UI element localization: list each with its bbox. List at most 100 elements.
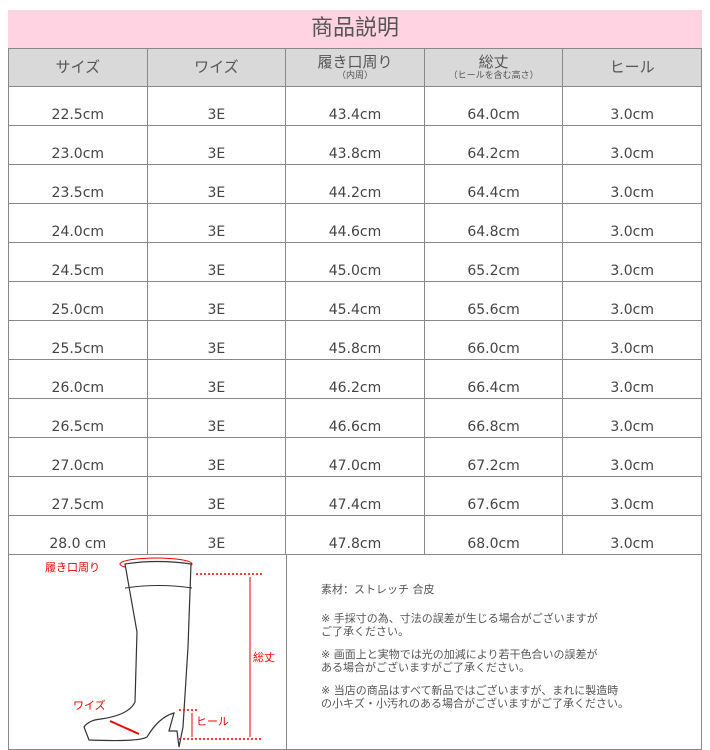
table-cell: 3.0cm bbox=[562, 359, 702, 399]
label-width: ワイズ bbox=[73, 699, 106, 712]
table-cell: 3E bbox=[146, 242, 287, 282]
table-row: 24.0cm 3E 44.6cm 64.8cm 3.0cm bbox=[8, 203, 702, 243]
section-title: 商品説明 bbox=[8, 10, 702, 48]
table-cell: 27.5cm bbox=[8, 476, 148, 516]
table-cell: 3E bbox=[146, 281, 287, 321]
table-cell: 3E bbox=[146, 359, 287, 399]
table-row: 26.0cm 3E 46.2cm 66.4cm 3.0cm bbox=[8, 359, 702, 399]
table-header-row: サイズ ワイズ 履き口周り （内周） 総丈 （ヒールを含む高さ） ヒール bbox=[8, 48, 702, 87]
table-cell: 3E bbox=[146, 203, 287, 243]
table-cell: 28.0 cm bbox=[8, 515, 148, 555]
table-cell: 3E bbox=[146, 515, 287, 555]
table-cell: 67.6cm bbox=[423, 476, 564, 516]
table-cell: 66.8cm bbox=[423, 398, 564, 438]
note-line: の小キズ・小汚れのある場合がございますがご了承ください。 bbox=[321, 697, 629, 710]
table-cell: 24.0cm bbox=[8, 203, 148, 243]
table-cell: 3.0cm bbox=[562, 203, 702, 243]
table-cell: 43.4cm bbox=[285, 86, 425, 126]
table-cell: 24.5cm bbox=[8, 242, 148, 282]
table-cell: 47.0cm bbox=[285, 437, 425, 477]
table-cell: 3.0cm bbox=[562, 242, 702, 282]
boot-outline bbox=[83, 560, 192, 748]
size-table: サイズ ワイズ 履き口周り （内周） 総丈 （ヒールを含む高さ） ヒール 22.5cm 3E 4… bbox=[8, 48, 702, 555]
table-row: 25.0cm 3E 45.4cm 65.6cm 3.0cm bbox=[8, 281, 702, 321]
table-cell: 3E bbox=[146, 398, 287, 438]
table-cell: 3E bbox=[146, 125, 287, 165]
header-label: ヒール bbox=[609, 58, 655, 76]
table-cell: 47.8cm bbox=[285, 515, 425, 555]
table-cell: 3.0cm bbox=[562, 437, 702, 477]
note-line: ※ 画面上と実物では光の加減により若干色合いの誤差が bbox=[321, 648, 598, 661]
table-row: 25.5cm 3E 45.8cm 66.0cm 3.0cm bbox=[8, 320, 702, 360]
note-item: ※ 当店の商品はすべて新品ではございますが、まれに製造時 の小キズ・小汚れのある場… bbox=[321, 684, 629, 710]
label-total: 総丈 bbox=[253, 651, 275, 664]
note-line: ご了承ください。 bbox=[321, 625, 409, 638]
table-cell: 44.2cm bbox=[285, 164, 425, 204]
table-row: 24.5cm 3E 45.0cm 65.2cm 3.0cm bbox=[8, 242, 702, 282]
table-row: 23.0cm 3E 43.8cm 64.2cm 3.0cm bbox=[8, 125, 702, 165]
table-cell: 23.0cm bbox=[8, 125, 148, 165]
table-row: 27.5cm 3E 47.4cm 67.6cm 3.0cm bbox=[8, 476, 702, 516]
table-cell: 3.0cm bbox=[562, 515, 702, 555]
label-opening: 履き口周り bbox=[45, 561, 100, 574]
table-cell: 3.0cm bbox=[562, 86, 702, 126]
header-label: ワイズ bbox=[194, 58, 239, 76]
header-sublabel: （ヒールを含む高さ） bbox=[448, 71, 539, 81]
column-header: ワイズ bbox=[146, 48, 287, 87]
table-cell: 3E bbox=[146, 320, 287, 360]
table-cell: 44.6cm bbox=[285, 203, 425, 243]
label-heel: ヒール bbox=[196, 715, 229, 728]
note-item: ※ 画面上と実物では光の加減により若干色合いの誤差が ある場合がございますがご了承… bbox=[321, 648, 629, 674]
table-cell: 64.0cm bbox=[423, 86, 564, 126]
table-cell: 65.2cm bbox=[423, 242, 564, 282]
header-sublabel: （内周） bbox=[336, 71, 373, 81]
product-description: 商品説明 サイズ ワイズ 履き口周り （内周） 総丈 （ヒールを含む高さ） ヒール 22.5… bbox=[8, 10, 702, 750]
table-cell: 46.6cm bbox=[285, 398, 425, 438]
table-cell: 23.5cm bbox=[8, 164, 148, 204]
header-label: 履き口周り bbox=[317, 53, 393, 71]
note-line: ※ 当店の商品はすべて新品ではございますが、まれに製造時 bbox=[321, 684, 619, 697]
column-header: 履き口周り （内周） bbox=[285, 48, 425, 87]
column-header: ヒール bbox=[562, 48, 702, 87]
table-cell: 45.8cm bbox=[285, 320, 425, 360]
table-cell: 3E bbox=[146, 437, 287, 477]
table-cell: 3.0cm bbox=[562, 320, 702, 360]
table-cell: 45.4cm bbox=[285, 281, 425, 321]
table-cell: 26.0cm bbox=[8, 359, 148, 399]
table-row: 26.5cm 3E 46.6cm 66.8cm 3.0cm bbox=[8, 398, 702, 438]
table-cell: 64.4cm bbox=[423, 164, 564, 204]
table-cell: 26.5cm bbox=[8, 398, 148, 438]
table-cell: 3E bbox=[146, 86, 287, 126]
table-cell: 25.0cm bbox=[8, 281, 148, 321]
note-line: ※ 手採寸の為、寸法の誤差が生じる場合がございますが bbox=[321, 612, 598, 625]
table-row: 27.0cm 3E 47.0cm 67.2cm 3.0cm bbox=[8, 437, 702, 477]
material-text: 素材：ストレッチ 合皮 bbox=[321, 583, 435, 596]
table-cell: 3.0cm bbox=[562, 281, 702, 321]
column-header: サイズ bbox=[8, 48, 148, 87]
note-line: ある場合がございますがご了承ください。 bbox=[321, 661, 530, 674]
boot-diagram bbox=[83, 557, 263, 748]
table-cell: 22.5cm bbox=[8, 86, 148, 126]
table-row: 28.0 cm 3E 47.8cm 68.0cm 3.0cm bbox=[8, 515, 702, 555]
table-cell: 64.8cm bbox=[423, 203, 564, 243]
table-cell: 65.6cm bbox=[423, 281, 564, 321]
header-label: サイズ bbox=[55, 58, 101, 76]
notes: 素材：ストレッチ 合皮 ※ 手採寸の為、寸法の誤差が生じる場合がございますが ご了… bbox=[321, 583, 629, 720]
table-cell: 43.8cm bbox=[285, 125, 425, 165]
table-row: 22.5cm 3E 43.4cm 64.0cm 3.0cm bbox=[8, 86, 702, 126]
table-row: 23.5cm 3E 44.2cm 64.4cm 3.0cm bbox=[8, 164, 702, 204]
table-cell: 47.4cm bbox=[285, 476, 425, 516]
table-cell: 27.0cm bbox=[8, 437, 148, 477]
table-cell: 66.4cm bbox=[423, 359, 564, 399]
table-cell: 3E bbox=[146, 164, 287, 204]
header-label: 総丈 bbox=[478, 53, 509, 71]
panel-divider bbox=[286, 555, 287, 749]
table-cell: 46.2cm bbox=[285, 359, 425, 399]
table-cell: 66.0cm bbox=[423, 320, 564, 360]
note-item: ※ 手採寸の為、寸法の誤差が生じる場合がございますが ご了承ください。 bbox=[321, 612, 629, 638]
table-cell: 25.5cm bbox=[8, 320, 148, 360]
table-cell: 3.0cm bbox=[562, 125, 702, 165]
table-cell: 68.0cm bbox=[423, 515, 564, 555]
table-cell: 3.0cm bbox=[562, 476, 702, 516]
table-cell: 64.2cm bbox=[423, 125, 564, 165]
